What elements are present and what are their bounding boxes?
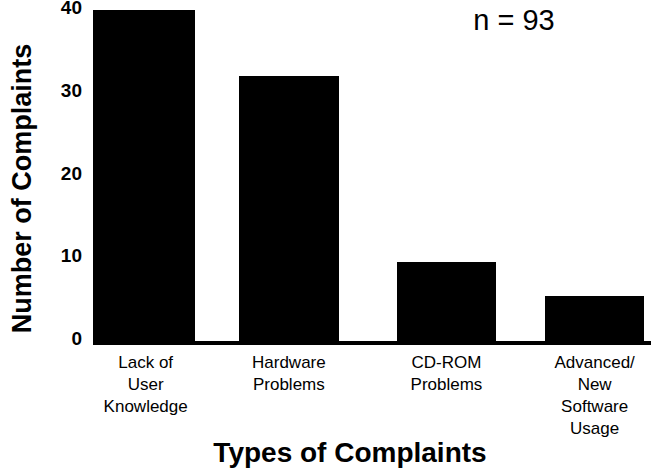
y-tick-label: 40 [61,0,82,18]
x-category-label: Advanced/ New Software Usage [554,352,634,440]
plot-area [93,10,651,345]
y-tick-label: 20 [61,164,82,184]
x-category-label: Lack of User Knowledge [104,352,188,418]
y-tick-label: 30 [61,81,82,101]
bar [239,76,338,341]
x-category-label: Hardware Problems [252,352,326,396]
y-axis-tick-labels: 010203040 [0,10,88,341]
sample-size-annotation: n = 93 [473,4,554,37]
x-category-label: CD-ROM Problems [411,352,483,396]
bar [545,296,644,342]
x-category-labels: Lack of User Knowledge Hardware Problems C… [96,352,651,442]
x-axis-title: Types of Complaints [213,437,486,469]
y-tick-label: 0 [71,329,82,349]
bar [96,10,195,341]
bar [397,262,496,341]
bar-chart-figure: Number of Complaints 010203040 Lack of U… [0,0,651,476]
y-tick-label: 10 [61,246,82,266]
